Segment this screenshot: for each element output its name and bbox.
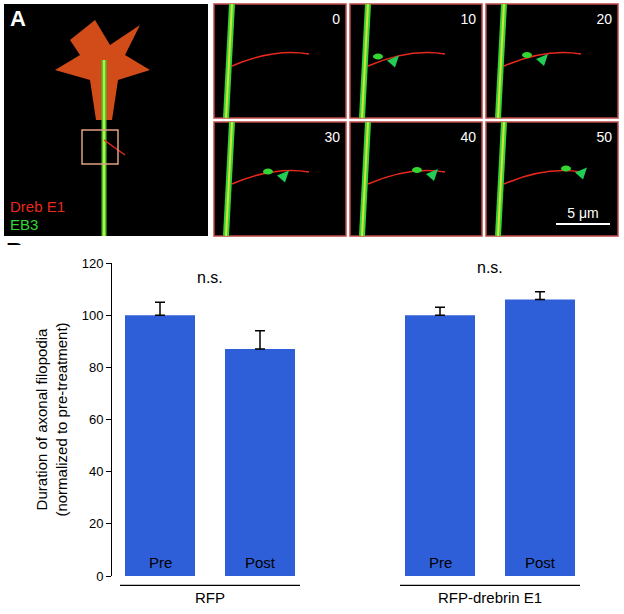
svg-text:RFP-drebrin E1: RFP-drebrin E1 bbox=[438, 589, 542, 606]
svg-text:20: 20 bbox=[596, 11, 612, 27]
svg-text:20: 20 bbox=[89, 516, 103, 531]
svg-text:80: 80 bbox=[89, 360, 103, 375]
svg-text:100: 100 bbox=[82, 308, 104, 323]
svg-text:5 μm: 5 μm bbox=[567, 205, 598, 221]
svg-text:Pre: Pre bbox=[429, 554, 452, 571]
svg-text:0: 0 bbox=[332, 11, 340, 27]
svg-text:40: 40 bbox=[89, 464, 103, 479]
svg-text:Post: Post bbox=[525, 554, 556, 571]
svg-text:120: 120 bbox=[82, 256, 104, 271]
svg-text:EB3: EB3 bbox=[10, 216, 38, 233]
svg-text:50: 50 bbox=[596, 129, 612, 145]
svg-text:30: 30 bbox=[324, 129, 340, 145]
svg-text:RFP: RFP bbox=[195, 589, 225, 606]
svg-text:60: 60 bbox=[89, 412, 103, 427]
svg-text:Duration of axonal filopodia(n: Duration of axonal filopodia(normalized … bbox=[33, 322, 70, 516]
svg-text:Post: Post bbox=[245, 554, 276, 571]
html-text:B: B bbox=[6, 238, 24, 265]
svg-text:40: 40 bbox=[460, 129, 476, 145]
svg-text:10: 10 bbox=[460, 11, 476, 27]
svg-text:n.s.: n.s. bbox=[197, 269, 223, 286]
svg-text:0: 0 bbox=[96, 569, 103, 584]
svg-text:A: A bbox=[10, 6, 26, 31]
svg-text:n.s.: n.s. bbox=[477, 259, 503, 276]
svg-text:Pre: Pre bbox=[149, 554, 172, 571]
svg-text:Dreb E1: Dreb E1 bbox=[10, 198, 65, 215]
